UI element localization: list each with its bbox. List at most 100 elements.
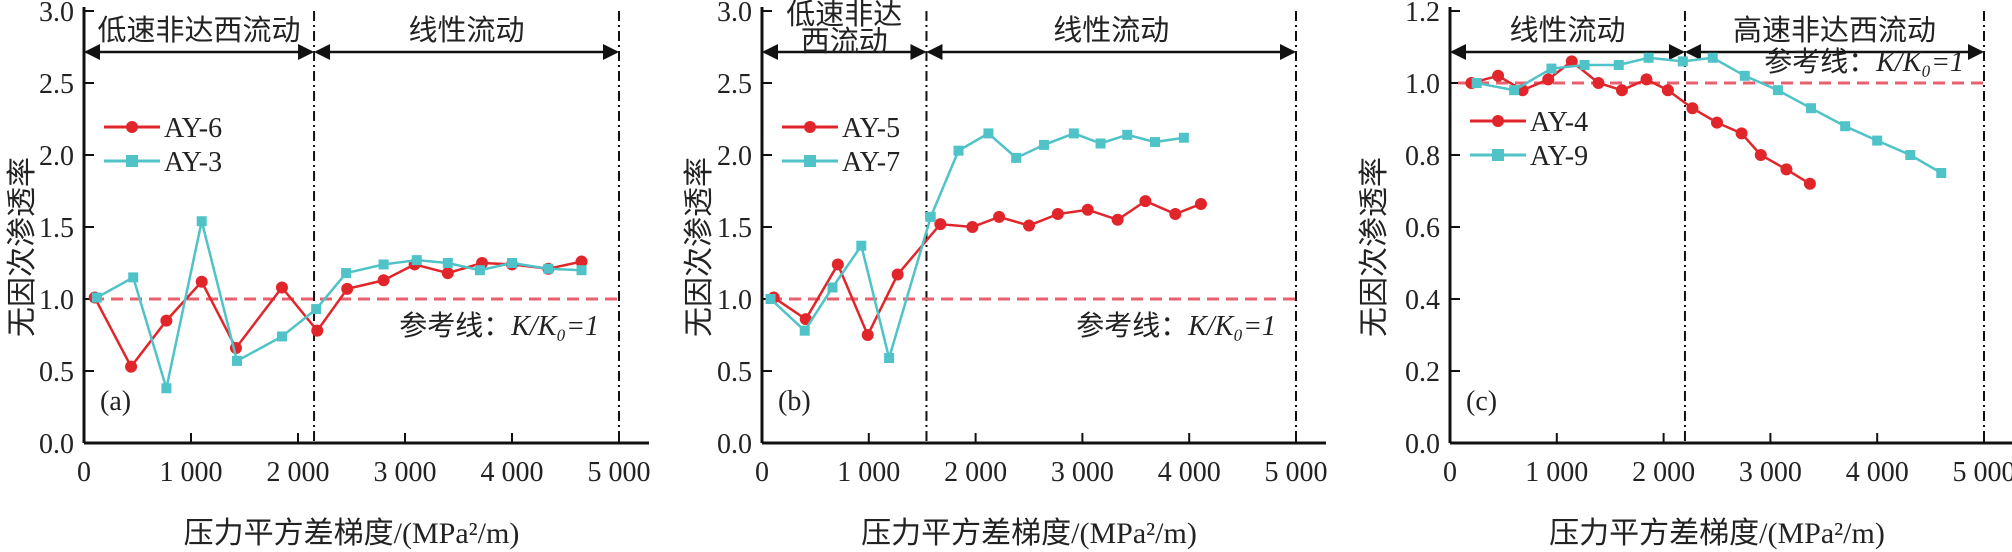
legend-item: AY-5 (782, 113, 900, 144)
series-ay-5 (767, 195, 1207, 341)
x-tick-label: 1 000 (160, 457, 223, 488)
arrow-head-left (314, 44, 331, 60)
x-tick-label: 2 000 (1632, 457, 1695, 488)
data-point (1509, 85, 1520, 96)
data-point (575, 255, 588, 268)
data-point (1194, 197, 1207, 210)
data-point (925, 211, 936, 222)
region-label: 线性流动 (409, 14, 525, 47)
x-tick-label: 1 000 (837, 457, 900, 488)
data-point (1936, 168, 1947, 178)
data-point (1139, 195, 1152, 208)
data-point (441, 267, 454, 280)
data-point (1754, 149, 1767, 161)
data-point (1068, 128, 1079, 139)
data-point (411, 255, 422, 266)
data-point (275, 281, 288, 294)
y-axis-title: 无因次渗透率 (683, 157, 716, 337)
data-point (1643, 52, 1654, 63)
x-tick-label: 5 000 (1265, 457, 1328, 488)
region-label: 低速非达西流动 (98, 14, 301, 47)
arrow-head-right (1968, 44, 1984, 60)
data-point (1111, 213, 1124, 226)
panel-label: (a) (100, 386, 131, 417)
data-point (966, 221, 979, 233)
y-tick-label: 1.0 (1405, 69, 1440, 100)
y-tick-label: 2.0 (717, 141, 752, 172)
data-point (1780, 163, 1793, 176)
y-tick-label: 1.2 (1405, 0, 1440, 28)
arrow-head-right (1280, 44, 1296, 60)
legend-item: AY-4 (1470, 107, 1588, 138)
y-tick-label: 0.2 (1405, 357, 1440, 388)
arrow-head-left (1684, 44, 1701, 60)
data-point (378, 259, 389, 270)
y-tick-label: 2.5 (717, 69, 752, 100)
y-tick-label: 0.8 (1405, 141, 1440, 172)
x-tick-label: 5 000 (1953, 457, 2012, 488)
data-point (1803, 177, 1816, 190)
y-tick-label: 0.0 (717, 429, 752, 460)
legend-item: AY-7 (782, 147, 900, 178)
data-point (125, 360, 138, 373)
data-point (276, 331, 287, 342)
data-point (341, 268, 352, 279)
data-point (543, 263, 554, 274)
data-point (953, 145, 964, 156)
region-label: 西流动 (801, 25, 888, 58)
arrow-head-right (1668, 44, 1685, 60)
data-point (799, 325, 810, 336)
reference-label-prefix: 参考线： (1764, 46, 1876, 78)
y-tick-label: 0.5 (717, 357, 752, 388)
legend-marker (126, 121, 138, 133)
x-tick-label: 2 000 (267, 457, 330, 488)
data-point (1011, 152, 1022, 163)
data-point (1872, 135, 1883, 146)
legend-label: AY-7 (842, 147, 900, 178)
y-tick-label: 0.6 (1405, 213, 1440, 244)
arrow-head-right (603, 44, 619, 60)
series-ay-3 (91, 216, 587, 394)
data-point (1122, 129, 1133, 140)
data-point (474, 265, 485, 276)
panel-b: 0.0 0.5 1.0 1.5 2.0 2.5 3.0 0 1 000 2 000 3 000 4 0… (683, 0, 1328, 550)
data-point (1542, 73, 1555, 86)
panel-c: 0.0 0.2 0.4 0.6 0.8 1.0 1.2 0 1 000 2 000 3 000 4 0… (1358, 0, 2012, 550)
data-point (160, 314, 173, 327)
data-point (1579, 60, 1590, 70)
y-tick-label: 0.0 (1405, 429, 1440, 460)
data-point (1640, 73, 1653, 86)
data-point (1707, 52, 1718, 63)
legend-label: AY-4 (1530, 107, 1588, 138)
data-point (1150, 137, 1161, 148)
data-point (1805, 103, 1816, 114)
x-tick-label: 0 (77, 457, 91, 488)
data-point (1592, 77, 1605, 89)
legend-marker (1492, 149, 1504, 161)
arrow-head-left (84, 44, 100, 60)
data-point (1711, 116, 1723, 129)
y-tick-label: 2.0 (39, 141, 74, 172)
data-point (1095, 138, 1106, 149)
data-point (377, 274, 390, 287)
data-point (1772, 85, 1783, 96)
x-tick-label: 4 000 (1846, 457, 1909, 488)
y-tick-label: 1.0 (39, 285, 74, 316)
data-point (232, 355, 243, 366)
reference-label-formula: K/K₀=1 (1187, 311, 1276, 342)
data-point (311, 324, 324, 337)
data-point (1492, 69, 1505, 82)
x-tick-label: 4 000 (481, 457, 544, 488)
legend-item: AY-9 (1470, 141, 1588, 172)
legend-label: AY-6 (164, 113, 222, 144)
arrow-head-right (910, 44, 927, 60)
data-point (1739, 70, 1750, 81)
data-point (1051, 208, 1064, 221)
data-point (1735, 127, 1748, 140)
x-tick-label: 0 (1443, 457, 1457, 488)
legend-label: AY-9 (1530, 141, 1588, 172)
y-axis-title: 无因次渗透率 (6, 157, 39, 337)
panel-label: (c) (1466, 386, 1497, 417)
panel-label: (b) (778, 386, 811, 417)
series-line (96, 220, 582, 389)
